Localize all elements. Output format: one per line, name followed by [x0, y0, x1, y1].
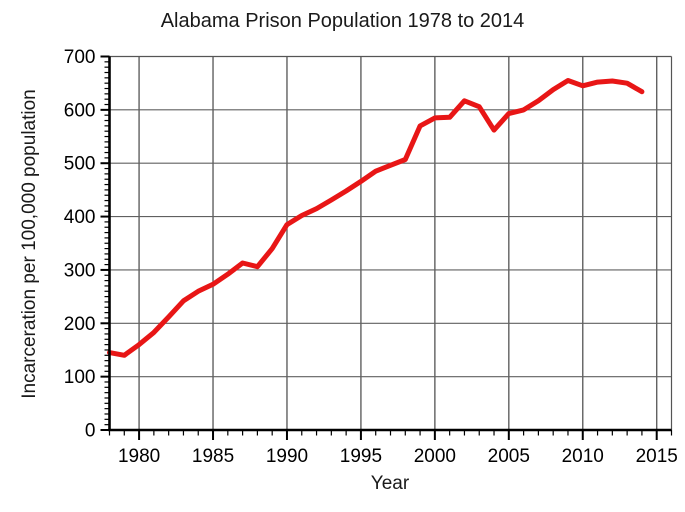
y-tick-label: 300 [64, 260, 96, 281]
x-tick-label: 2000 [414, 446, 456, 467]
y-tick-label: 100 [64, 367, 96, 388]
x-tick-label: 1985 [192, 446, 234, 467]
x-axis-label: Year [370, 473, 410, 494]
x-tick-label: 1980 [118, 446, 160, 467]
y-tick-label: 400 [64, 207, 96, 228]
y-tick-label: 200 [64, 314, 96, 335]
y-tick-label: 600 [64, 100, 96, 121]
x-tick-label: 1995 [340, 446, 382, 467]
y-tick-label: 700 [64, 47, 96, 68]
data-line-series [107, 78, 645, 358]
chart-title: Alabama Prison Population 1978 to 2014 [160, 10, 525, 32]
y-tick-label: 0 [85, 421, 96, 442]
y-axis-label: Incarceration per 100,000 population [19, 89, 40, 399]
x-tick-label: 2010 [562, 446, 604, 467]
x-tick-label: 2015 [636, 446, 678, 467]
y-tick-label: 500 [64, 154, 96, 175]
x-tick-label: 1990 [266, 446, 308, 467]
x-tick-label: 2005 [488, 446, 530, 467]
